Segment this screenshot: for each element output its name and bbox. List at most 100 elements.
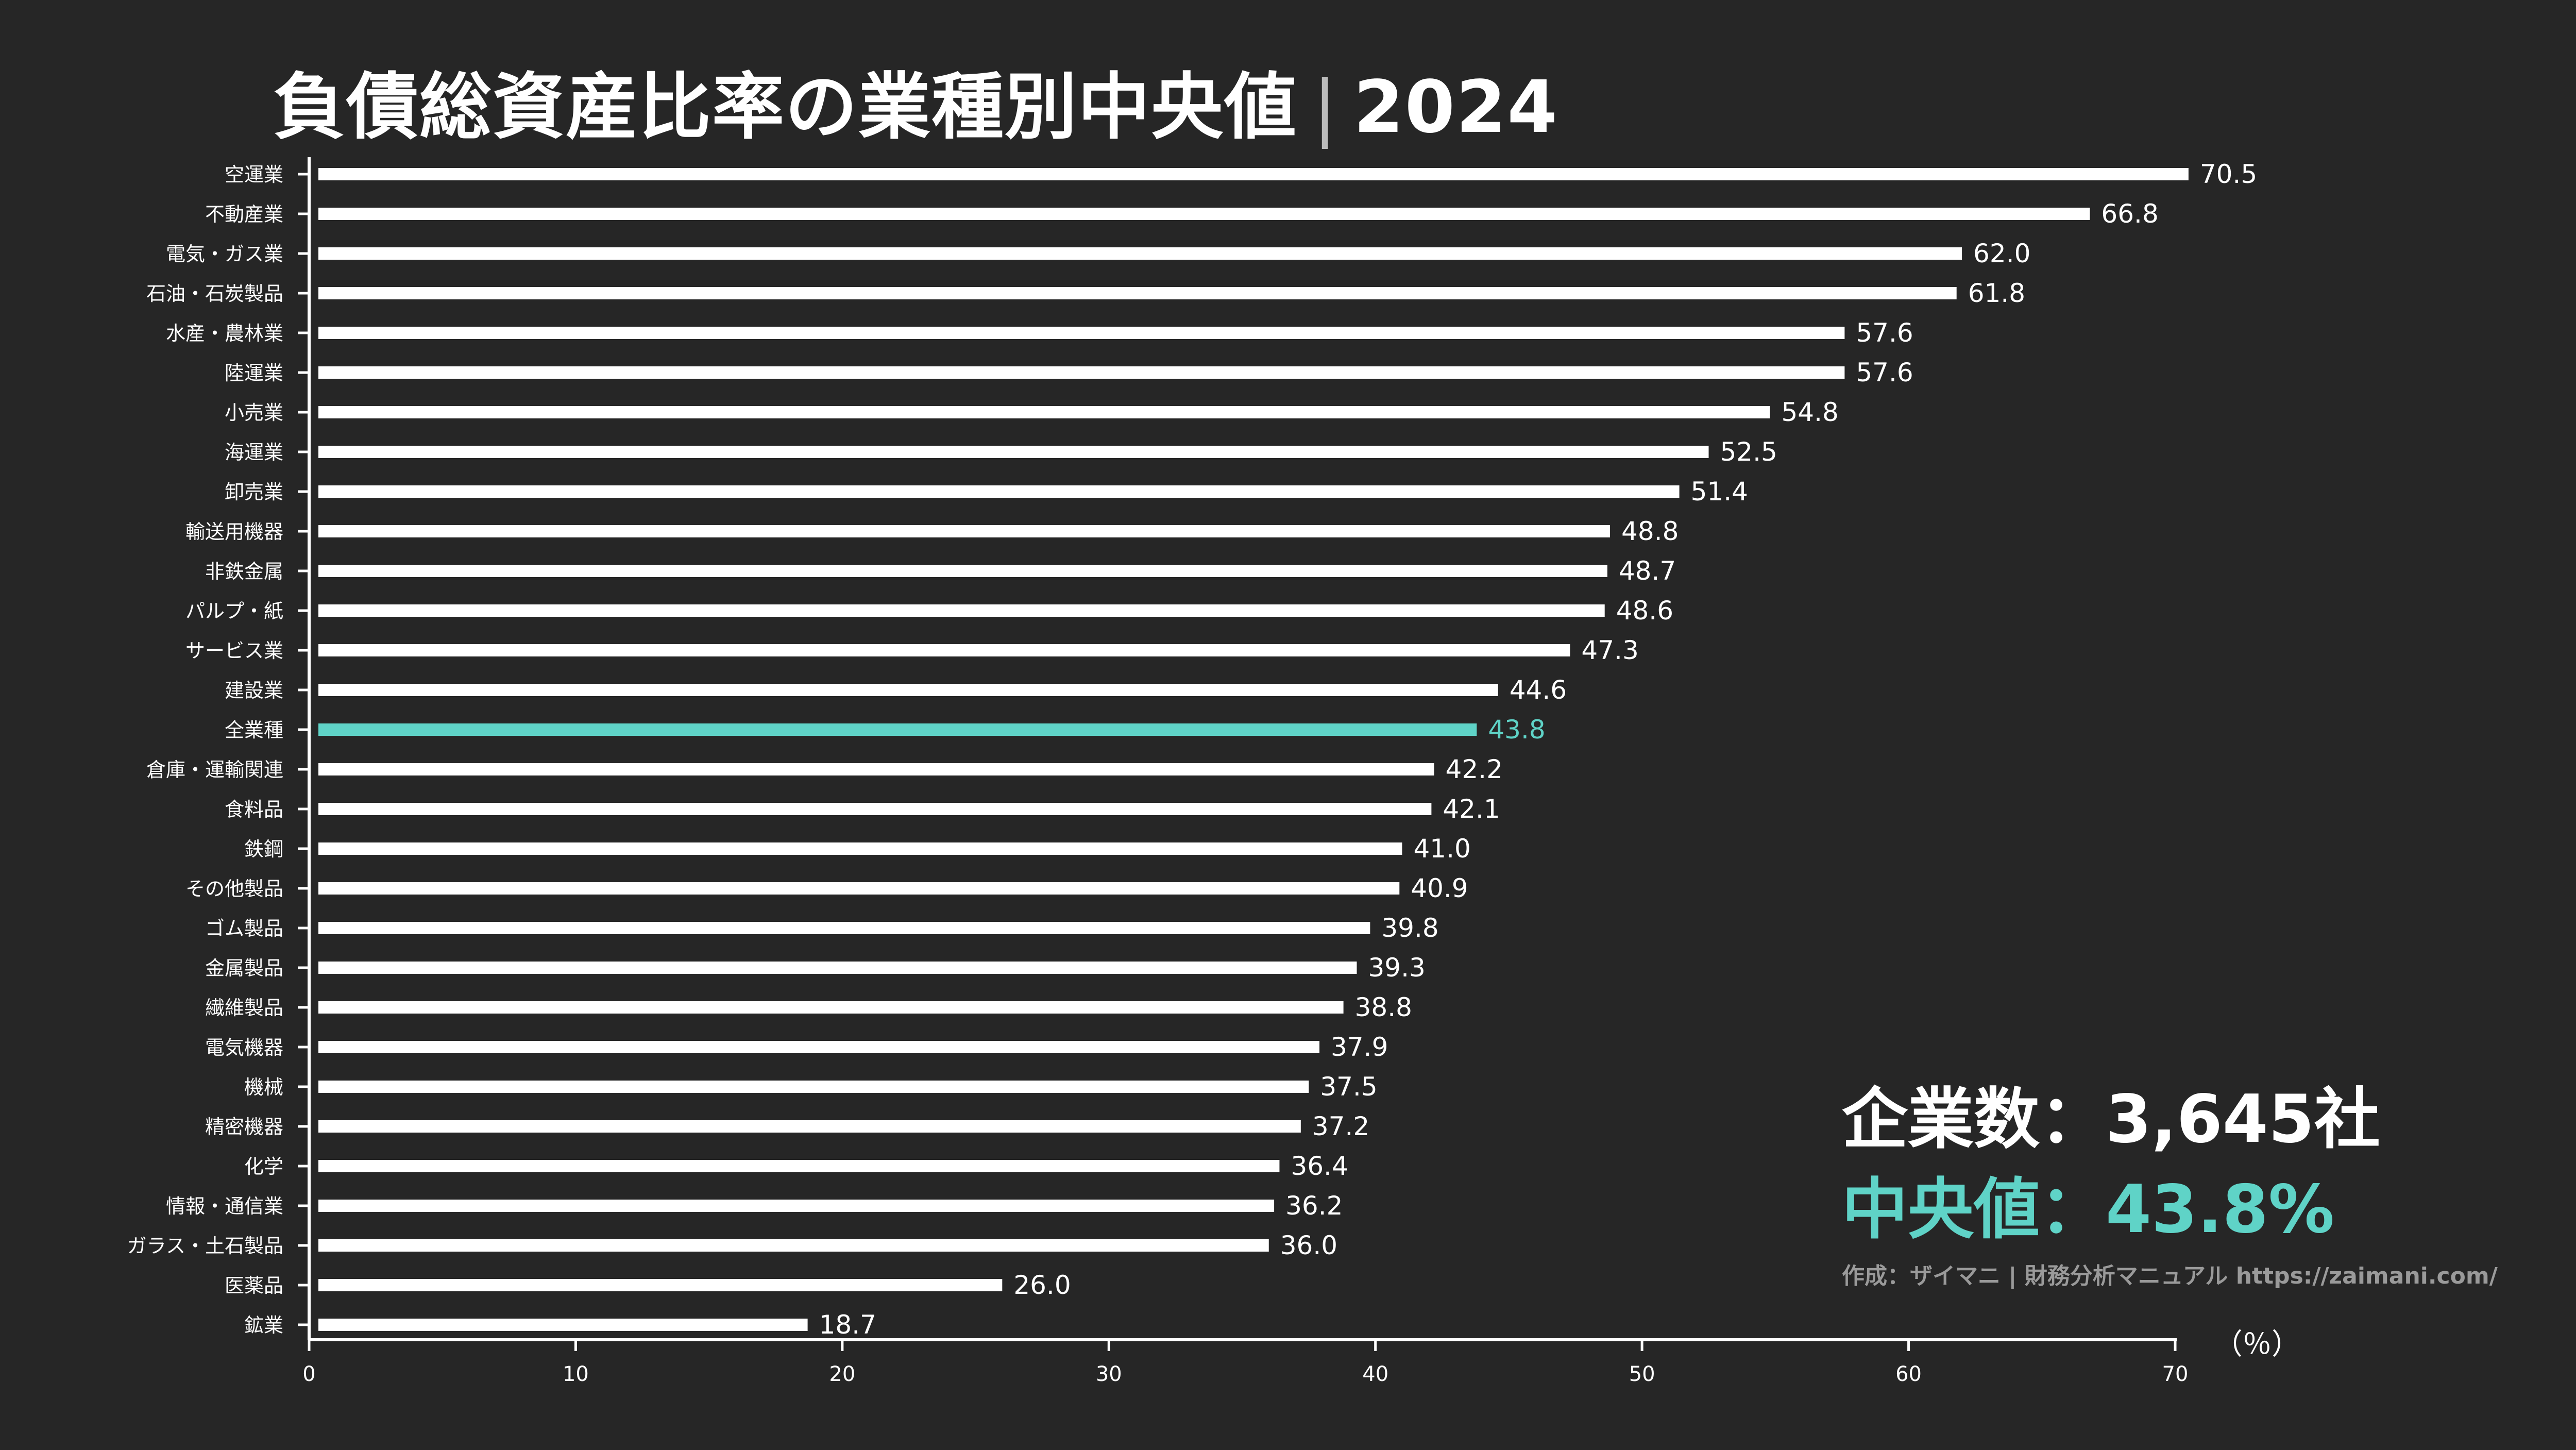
value-label: 51.4 [1691, 477, 1748, 507]
value-label: 18.7 [819, 1310, 876, 1340]
bar [318, 922, 1370, 934]
bar [318, 1120, 1301, 1133]
value-label: 47.3 [1581, 635, 1638, 665]
value-label: 54.8 [1782, 397, 1839, 427]
value-label: 48.8 [1621, 516, 1679, 546]
value-label: 61.8 [1968, 278, 2025, 308]
credit-text: 作成：ザイマニ | 財務分析マニュアル https://zaimani.com/ [1842, 1263, 2498, 1289]
category-label: 建設業 [225, 679, 283, 702]
category-label: サービス業 [185, 639, 283, 662]
category-label: 電気機器 [205, 1036, 283, 1059]
category-label: 機械 [244, 1076, 283, 1099]
value-label: 57.6 [1856, 318, 1913, 348]
category-label: ガラス・土石製品 [127, 1235, 283, 1257]
chart-title: 負債総資産比率の業種別中央値 | 2024 [273, 49, 1558, 153]
category-label: 食料品 [225, 798, 283, 821]
category-label: 空運業 [225, 163, 283, 186]
bar [318, 1160, 1280, 1172]
category-label: 卸売業 [225, 481, 283, 503]
bar [318, 446, 1709, 458]
bar [318, 366, 1845, 379]
value-label: 48.6 [1616, 596, 1673, 626]
chart-title-text: 負債総資産比率の業種別中央値 [273, 65, 1298, 149]
bar [318, 684, 1498, 696]
category-label: ゴム製品 [205, 917, 283, 940]
value-label: 37.9 [1331, 1032, 1388, 1062]
bar [318, 327, 1845, 339]
bar [318, 168, 2189, 180]
category-label: 不動産業 [205, 203, 283, 226]
value-label: 70.5 [2200, 159, 2257, 189]
bar [318, 406, 1770, 418]
x-tick-label: 30 [1096, 1362, 1122, 1386]
category-label: 情報・通信業 [166, 1195, 283, 1218]
value-label: 52.5 [1720, 437, 1777, 467]
value-label: 44.6 [1510, 675, 1567, 705]
bar [318, 208, 2090, 220]
value-label: 38.8 [1355, 992, 1412, 1022]
category-label: 鉱業 [244, 1314, 283, 1337]
category-label: 全業種 [225, 719, 283, 741]
category-label: 倉庫・運輸関連 [146, 758, 283, 781]
bar [318, 644, 1570, 656]
value-label: 62.0 [1973, 239, 2030, 268]
x-tick-label: 20 [829, 1362, 855, 1386]
bar-highlight [318, 723, 1477, 736]
category-label: 電気・ガス業 [166, 243, 283, 265]
value-label: 48.7 [1619, 556, 1676, 586]
category-label: 石油・石炭製品 [146, 282, 283, 305]
bar [318, 882, 1400, 895]
category-label: 輸送用機器 [185, 520, 283, 543]
bar [318, 1279, 1003, 1291]
value-label: 57.6 [1856, 358, 1913, 387]
category-label: 繊維製品 [205, 997, 283, 1019]
bar [318, 1041, 1320, 1053]
bar [318, 565, 1607, 577]
bar [318, 1200, 1275, 1212]
category-label: 海運業 [225, 441, 283, 464]
bar [318, 1239, 1269, 1252]
value-label: 37.5 [1320, 1072, 1377, 1102]
company-count-label: 企業数：3,645社 [1842, 1081, 2380, 1158]
category-label: 陸運業 [225, 362, 283, 384]
value-label: 39.3 [1368, 953, 1425, 983]
value-label: 36.0 [1280, 1230, 1337, 1260]
bar [318, 1081, 1309, 1093]
category-label: 非鉄金属 [205, 560, 283, 583]
value-label: 40.9 [1411, 873, 1468, 903]
median-label: 中央値：43.8% [1842, 1171, 2335, 1248]
bar [318, 1319, 808, 1331]
value-label: 42.2 [1446, 754, 1503, 784]
value-label: 66.8 [2101, 199, 2158, 229]
x-tick-label: 10 [563, 1362, 589, 1386]
x-tick-label: 40 [1362, 1362, 1388, 1386]
x-axis-unit-label: （％） [2214, 1328, 2300, 1361]
x-tick-label: 0 [302, 1362, 315, 1386]
category-label: 鉄鋼 [244, 838, 283, 861]
value-label: 37.2 [1312, 1111, 1369, 1141]
chart-title-separator: | [1313, 65, 1338, 149]
value-label: 43.8 [1488, 715, 1545, 745]
bar [318, 525, 1611, 537]
category-label: 精密機器 [205, 1116, 283, 1138]
x-tick-label: 50 [1629, 1362, 1655, 1386]
value-label: 36.4 [1291, 1151, 1348, 1181]
category-label: 水産・農林業 [166, 322, 283, 345]
category-label: 金属製品 [205, 957, 283, 980]
bar [318, 485, 1680, 498]
value-label: 39.8 [1381, 913, 1438, 943]
value-label: 36.2 [1285, 1191, 1343, 1221]
category-label: 医薬品 [225, 1274, 283, 1297]
value-label: 41.0 [1413, 834, 1470, 864]
value-label: 42.1 [1443, 794, 1500, 824]
category-label: 小売業 [225, 401, 283, 424]
stats-block: 企業数：3,645社 中央値：43.8% 作成：ザイマニ | 財務分析マニュアル… [1842, 1074, 2498, 1290]
x-tick-label: 70 [2162, 1362, 2189, 1386]
bar [318, 842, 1402, 855]
chart-title-year: 2024 [1353, 65, 1558, 149]
x-tick-label: 60 [1895, 1362, 1922, 1386]
category-label: 化学 [244, 1155, 283, 1178]
bar [318, 1001, 1344, 1014]
category-label: パルプ・紙 [185, 600, 283, 622]
